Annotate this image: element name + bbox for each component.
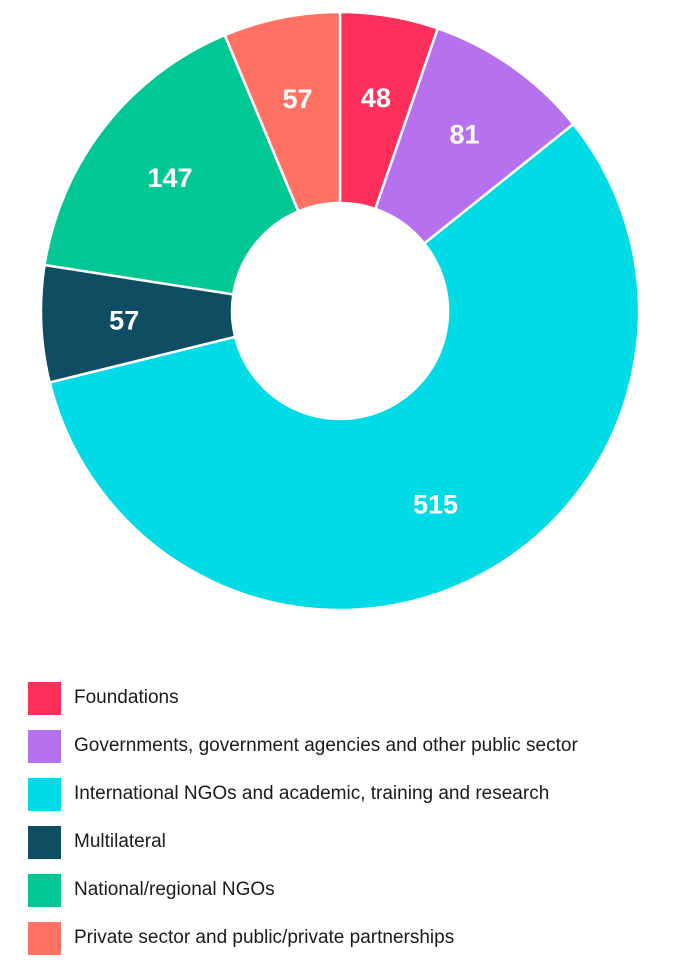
legend-item-national-ngos: National/regional NGOs xyxy=(28,873,578,907)
slices xyxy=(39,10,641,612)
legend-swatch xyxy=(28,729,61,763)
slice-value-label: 515 xyxy=(413,490,458,520)
donut-chart: 48 81 515 57 147 57 xyxy=(39,10,641,612)
legend-label: National/regional NGOs xyxy=(74,879,275,900)
slice-value-label: 81 xyxy=(449,120,479,150)
slice-value-label: 48 xyxy=(361,83,391,113)
legend-item-governments: Governments, government agencies and oth… xyxy=(28,729,578,763)
legend-label: International NGOs and academic, trainin… xyxy=(74,783,550,804)
legend-label: Multilateral xyxy=(74,831,166,852)
legend: Foundations Governments, government agen… xyxy=(28,681,578,974)
legend-label: Private sector and public/private partne… xyxy=(74,927,455,948)
legend-label: Governments, government agencies and oth… xyxy=(74,735,578,756)
legend-item-international-ngos: International NGOs and academic, trainin… xyxy=(28,777,578,811)
legend-swatch xyxy=(28,825,61,859)
legend-swatch xyxy=(28,873,61,907)
slice-value-label: 57 xyxy=(283,84,313,114)
legend-item-multilateral: Multilateral xyxy=(28,825,578,859)
legend-item-private-sector: Private sector and public/private partne… xyxy=(28,921,578,955)
slice-4 xyxy=(43,33,301,296)
donut-chart-svg: 48 81 515 57 147 57 xyxy=(39,10,641,612)
slice-value-label: 57 xyxy=(109,305,139,335)
legend-swatch xyxy=(28,777,61,811)
slice-labels: 48 81 515 57 147 57 xyxy=(109,83,479,520)
slice-5 xyxy=(223,10,342,213)
legend-item-foundations: Foundations xyxy=(28,681,578,715)
legend-label: Foundations xyxy=(74,687,179,708)
legend-swatch xyxy=(28,921,61,955)
slice-2 xyxy=(48,122,641,612)
slice-value-label: 147 xyxy=(147,163,192,193)
legend-swatch xyxy=(28,681,61,715)
